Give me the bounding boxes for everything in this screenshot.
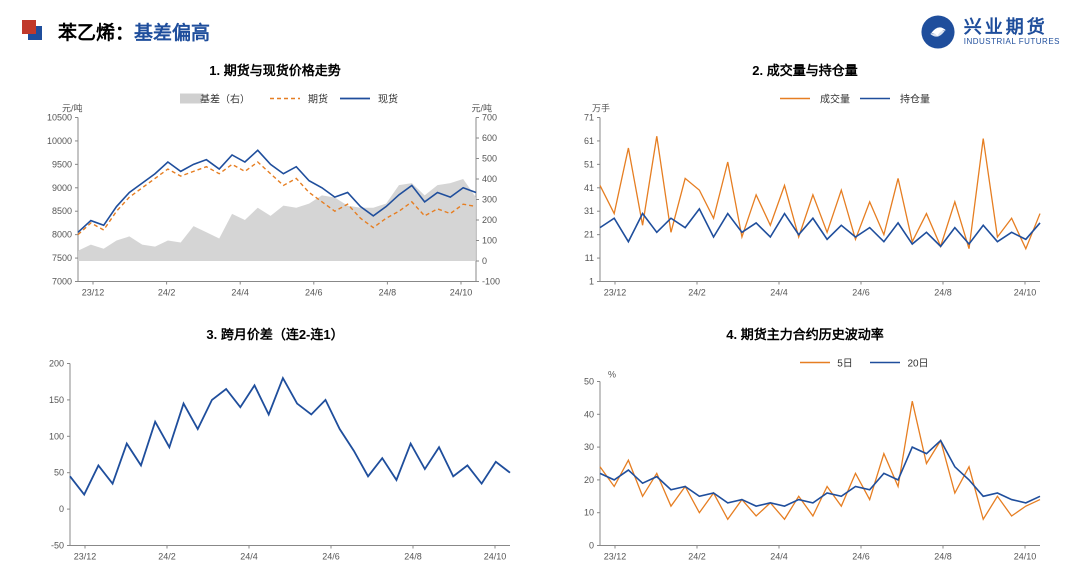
svg-text:24/2: 24/2 xyxy=(158,288,176,298)
svg-text:20日: 20日 xyxy=(907,359,928,370)
chart3-svg: -50 0 50 100 150 200 23/12 24/2 24/4 24/6 24/8 24/1… xyxy=(30,347,520,572)
chart3-title: 3. 跨月价差（连2-连1） xyxy=(30,324,520,343)
svg-text:10500: 10500 xyxy=(47,113,72,123)
svg-text:8000: 8000 xyxy=(52,230,72,240)
svg-text:10000: 10000 xyxy=(47,136,72,146)
svg-text:200: 200 xyxy=(49,359,64,369)
svg-text:万手: 万手 xyxy=(592,103,610,114)
svg-text:24/10: 24/10 xyxy=(450,288,473,298)
svg-text:期货: 期货 xyxy=(308,93,328,106)
svg-text:0: 0 xyxy=(482,256,487,266)
svg-text:100: 100 xyxy=(482,236,497,246)
svg-text:9000: 9000 xyxy=(52,183,72,193)
chart2-title: 2. 成交量与持仓量 xyxy=(560,60,1050,79)
svg-text:0: 0 xyxy=(589,541,594,551)
svg-text:-100: -100 xyxy=(482,277,500,287)
svg-text:200: 200 xyxy=(482,215,497,225)
logo-en: INDUSTRIAL FUTURES xyxy=(964,38,1060,47)
svg-text:现货: 现货 xyxy=(378,93,398,106)
svg-text:成交量: 成交量 xyxy=(820,93,850,106)
svg-text:24/4: 24/4 xyxy=(231,288,249,298)
svg-text:24/4: 24/4 xyxy=(770,552,788,562)
svg-text:24/10: 24/10 xyxy=(1014,552,1037,562)
svg-text:23/12: 23/12 xyxy=(604,552,627,562)
svg-text:%: % xyxy=(608,370,616,380)
svg-text:24/8: 24/8 xyxy=(934,288,952,298)
svg-text:9500: 9500 xyxy=(52,159,72,169)
svg-text:100: 100 xyxy=(49,431,64,441)
panel-2: 2. 成交量与持仓量 成交量持仓量万手11121314151617123/122… xyxy=(560,60,1050,308)
page-title: 苯乙烯：基差偏高 xyxy=(58,18,210,45)
chart1-title: 1. 期货与现货价格走势 xyxy=(30,60,520,79)
svg-text:41: 41 xyxy=(584,183,594,193)
svg-text:24/8: 24/8 xyxy=(404,552,422,562)
chart2-svg: 成交量持仓量万手11121314151617123/1224/224/424/6… xyxy=(560,83,1050,308)
svg-text:50: 50 xyxy=(54,468,64,478)
panel-3: 3. 跨月价差（连2-连1） -50 0 50 100 150 200 23/12 24/2 2… xyxy=(30,324,520,572)
svg-text:600: 600 xyxy=(482,133,497,143)
svg-text:24/4: 24/4 xyxy=(770,288,788,298)
svg-text:24/2: 24/2 xyxy=(688,552,706,562)
svg-text:11: 11 xyxy=(585,253,594,263)
svg-text:24/2: 24/2 xyxy=(158,552,176,562)
logo-text: 兴业期货 INDUSTRIAL FUTURES xyxy=(964,18,1060,47)
chart-grid: 1. 期货与现货价格走势 基差（右）期货现货元/吨元/吨700075008000… xyxy=(30,60,1050,568)
svg-text:8500: 8500 xyxy=(52,206,72,216)
svg-text:24/10: 24/10 xyxy=(1014,288,1037,298)
svg-text:0: 0 xyxy=(59,504,64,514)
chart4-svg: 5日 20日% 0 10 20 30 40 50 23/12 24/2 24/4 24/6 24/8 24… xyxy=(560,347,1050,572)
svg-text:24/8: 24/8 xyxy=(379,288,397,298)
svg-text:24/6: 24/6 xyxy=(852,552,870,562)
svg-text:71: 71 xyxy=(584,113,594,123)
svg-text:24/6: 24/6 xyxy=(305,288,323,298)
svg-text:7500: 7500 xyxy=(52,253,72,263)
svg-text:24/2: 24/2 xyxy=(688,288,706,298)
svg-text:30: 30 xyxy=(584,442,594,452)
svg-text:50: 50 xyxy=(584,377,594,387)
svg-text:持仓量: 持仓量 xyxy=(900,93,930,106)
svg-text:51: 51 xyxy=(584,159,594,169)
svg-text:31: 31 xyxy=(584,206,594,216)
svg-text:150: 150 xyxy=(49,395,64,405)
title-prefix: 苯乙烯： xyxy=(58,23,134,44)
svg-text:1: 1 xyxy=(589,277,594,287)
logo-icon xyxy=(920,14,956,50)
title-accent: 基差偏高 xyxy=(134,23,210,44)
svg-text:21: 21 xyxy=(584,230,594,240)
svg-text:23/12: 23/12 xyxy=(604,288,627,298)
panel-1: 1. 期货与现货价格走势 基差（右）期货现货元/吨元/吨700075008000… xyxy=(30,60,520,308)
panel-4: 4. 期货主力合约历史波动率 5日 20日% 0 10 20 30 40 50 23/12 24/… xyxy=(560,324,1050,572)
chart1-svg: 基差（右）期货现货元/吨元/吨7000750080008500900095001… xyxy=(30,83,520,308)
svg-text:基差（右）: 基差（右） xyxy=(200,93,250,106)
svg-text:24/10: 24/10 xyxy=(484,552,507,562)
svg-text:500: 500 xyxy=(482,154,497,164)
svg-text:23/12: 23/12 xyxy=(82,288,105,298)
chart4-title: 4. 期货主力合约历史波动率 xyxy=(560,324,1050,343)
svg-text:61: 61 xyxy=(584,136,594,146)
svg-text:23/12: 23/12 xyxy=(74,552,97,562)
svg-text:-50: -50 xyxy=(51,541,64,551)
logo-cn: 兴业期货 xyxy=(964,18,1060,38)
page-header: 苯乙烯：基差偏高 兴业期货 INDUSTRIAL FUTURES xyxy=(0,18,1080,58)
svg-text:400: 400 xyxy=(482,174,497,184)
svg-text:24/6: 24/6 xyxy=(322,552,340,562)
svg-text:10: 10 xyxy=(584,508,594,518)
svg-text:5日: 5日 xyxy=(837,359,853,370)
svg-text:24/6: 24/6 xyxy=(852,288,870,298)
svg-text:300: 300 xyxy=(482,195,497,205)
brand-logo: 兴业期货 INDUSTRIAL FUTURES xyxy=(920,14,1060,50)
svg-text:7000: 7000 xyxy=(52,277,72,287)
svg-text:40: 40 xyxy=(584,409,594,419)
svg-text:700: 700 xyxy=(482,113,497,123)
svg-text:20: 20 xyxy=(584,475,594,485)
svg-text:24/8: 24/8 xyxy=(934,552,952,562)
svg-text:24/4: 24/4 xyxy=(240,552,258,562)
